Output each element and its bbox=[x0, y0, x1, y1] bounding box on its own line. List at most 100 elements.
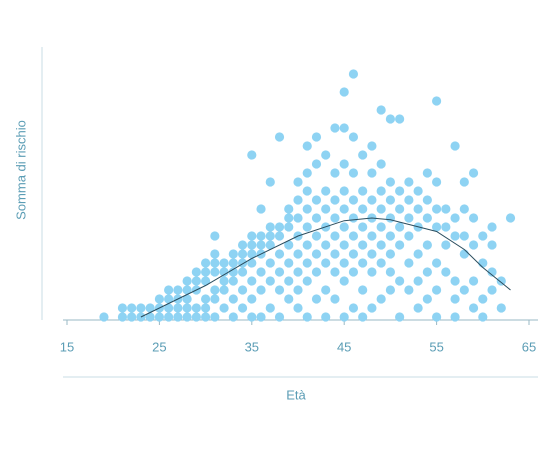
dot bbox=[422, 240, 432, 250]
dot bbox=[247, 231, 257, 241]
dot bbox=[311, 213, 322, 223]
dot bbox=[136, 312, 146, 322]
dot bbox=[367, 249, 377, 259]
dot bbox=[358, 222, 368, 232]
dot bbox=[201, 312, 211, 322]
dot bbox=[265, 303, 275, 313]
dot bbox=[99, 312, 109, 322]
dot bbox=[395, 312, 405, 322]
dot bbox=[395, 222, 405, 232]
dot bbox=[468, 276, 479, 286]
dot bbox=[284, 222, 294, 232]
dot bbox=[321, 150, 331, 160]
dot bbox=[339, 123, 349, 133]
dot bbox=[358, 312, 368, 322]
dot bbox=[311, 267, 322, 277]
dot bbox=[376, 240, 386, 250]
dot bbox=[330, 195, 340, 205]
dot bbox=[450, 213, 460, 223]
dot bbox=[478, 258, 488, 268]
dot bbox=[191, 267, 201, 277]
dot bbox=[478, 312, 488, 322]
dot bbox=[358, 285, 368, 295]
dot bbox=[201, 294, 211, 304]
dot bbox=[117, 312, 128, 322]
dot bbox=[422, 267, 432, 277]
dot bbox=[367, 141, 377, 151]
dot bbox=[164, 303, 174, 313]
dot bbox=[348, 303, 359, 313]
dot bbox=[432, 204, 442, 214]
dot bbox=[321, 204, 331, 214]
dot bbox=[201, 258, 211, 268]
dot bbox=[274, 132, 285, 142]
dot bbox=[127, 312, 137, 322]
dot bbox=[459, 249, 469, 259]
dot bbox=[274, 312, 285, 322]
dot bbox=[339, 258, 349, 268]
dot bbox=[302, 312, 312, 322]
dot bbox=[265, 231, 275, 241]
dot bbox=[265, 222, 275, 232]
dot bbox=[468, 240, 479, 250]
dot bbox=[468, 168, 479, 178]
trend-line bbox=[140, 217, 511, 318]
dot bbox=[302, 141, 312, 151]
dot bbox=[182, 312, 192, 322]
dot bbox=[117, 303, 128, 313]
dot bbox=[385, 249, 395, 259]
x-tick-label: 55 bbox=[429, 339, 443, 354]
dot bbox=[210, 267, 220, 277]
dot bbox=[127, 303, 137, 313]
dot bbox=[219, 267, 229, 277]
dot bbox=[376, 204, 386, 214]
dot bbox=[422, 213, 432, 223]
dot bbox=[265, 276, 275, 286]
dot bbox=[450, 141, 460, 151]
dot bbox=[339, 312, 349, 322]
dot bbox=[311, 249, 322, 259]
dot bbox=[237, 249, 248, 259]
dot bbox=[302, 168, 312, 178]
dot bbox=[274, 231, 285, 241]
dot bbox=[293, 249, 303, 259]
dot bbox=[376, 294, 386, 304]
dot bbox=[256, 204, 266, 214]
dot bbox=[478, 294, 488, 304]
dot bbox=[265, 240, 275, 250]
dot bbox=[413, 204, 423, 214]
dot bbox=[404, 213, 414, 223]
dot bbox=[441, 267, 451, 277]
dot bbox=[413, 249, 423, 259]
dot bbox=[432, 258, 442, 268]
dot bbox=[330, 213, 340, 223]
dot bbox=[404, 285, 414, 295]
dot bbox=[339, 222, 349, 232]
dot bbox=[339, 204, 349, 214]
dot bbox=[367, 231, 377, 241]
x-axis-label: Età bbox=[286, 387, 306, 402]
dot bbox=[256, 312, 266, 322]
dot bbox=[339, 276, 349, 286]
dot bbox=[348, 195, 359, 205]
dot bbox=[311, 294, 322, 304]
dot bbox=[210, 258, 220, 268]
dot bbox=[284, 258, 294, 268]
x-tick-label: 65 bbox=[522, 339, 536, 354]
dot bbox=[293, 213, 303, 223]
dot bbox=[505, 213, 516, 223]
dot bbox=[450, 312, 460, 322]
dot bbox=[376, 258, 386, 268]
dot bbox=[385, 231, 395, 241]
dot bbox=[182, 285, 192, 295]
dot bbox=[256, 231, 266, 241]
dot bbox=[182, 276, 192, 286]
dot bbox=[284, 276, 294, 286]
dot bbox=[358, 258, 368, 268]
dot bbox=[274, 222, 285, 232]
dot bbox=[367, 195, 377, 205]
dot bbox=[191, 276, 201, 286]
dot bbox=[237, 267, 248, 277]
dot bbox=[367, 303, 377, 313]
dot bbox=[191, 312, 201, 322]
